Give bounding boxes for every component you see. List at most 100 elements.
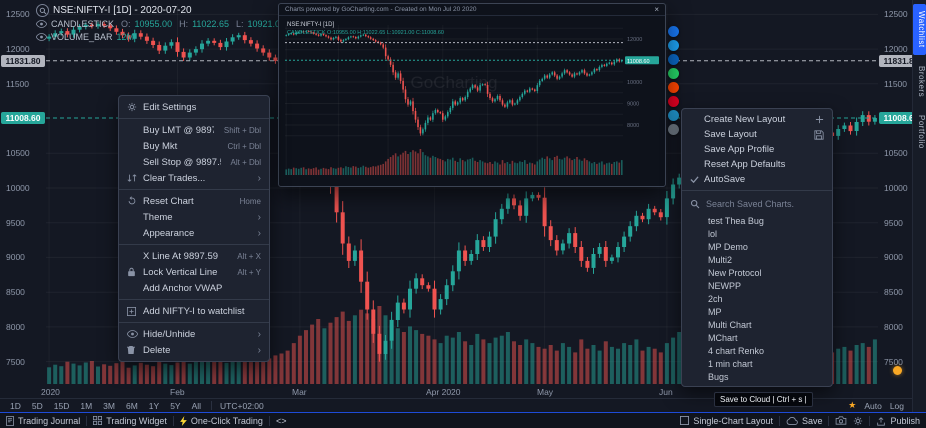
trading-journal-button[interactable]: Trading Journal xyxy=(6,416,80,426)
price-line-tag[interactable]: 11008.60 xyxy=(1,112,45,124)
saved-chart-item[interactable]: MChart xyxy=(708,332,738,343)
journal-icon xyxy=(6,415,14,426)
series-type-label[interactable]: CANDLESTICK xyxy=(51,18,115,29)
timeframe-1M-button[interactable]: 1M xyxy=(80,400,93,411)
inset-ohlc: CANDLESTICK O:10955.00 H:11022.65 L:1092… xyxy=(287,30,444,36)
divider xyxy=(778,415,780,426)
menu-item-label: X Line At 9897.59 xyxy=(143,250,219,262)
saved-chart-item[interactable]: lol xyxy=(708,228,718,239)
saved-chart-item[interactable]: MP Demo xyxy=(708,241,748,252)
symbol-search-icon[interactable] xyxy=(36,4,49,17)
menu-divider xyxy=(119,299,269,300)
context-menu-item[interactable]: Clear Trades... › xyxy=(119,170,269,186)
assistant-fab[interactable] xyxy=(893,366,902,375)
saved-chart-item[interactable]: test Thea Bug xyxy=(708,215,764,226)
layout-grid-icon xyxy=(680,416,690,425)
layout-menu-item[interactable]: Save App Profile xyxy=(682,142,832,157)
context-menu-item[interactable]: Reset Chart Home xyxy=(119,193,269,209)
timeframe-All-button[interactable]: All xyxy=(191,400,202,411)
inset-close-button[interactable]: × xyxy=(654,5,659,14)
menu-item-shortcut: Alt + Dbl xyxy=(230,157,261,167)
context-menu-item[interactable]: Lock Vertical Line Alt + Y xyxy=(119,264,269,280)
eye-icon[interactable] xyxy=(36,19,47,28)
saved-chart-item[interactable]: New Protocol xyxy=(708,267,762,278)
single-chart-layout-button[interactable]: Single-Chart Layout xyxy=(680,416,773,426)
share-linkedin-icon[interactable] xyxy=(668,54,679,65)
saved-chart-item[interactable]: 2ch xyxy=(708,293,723,304)
menu-item-label: Reset App Defaults xyxy=(704,159,786,170)
inset-chart: GoCharting1200011000100009000800011008.6… xyxy=(285,25,659,175)
volume-series-label[interactable]: VOLUME_BAR xyxy=(51,31,113,42)
price-tick: 12500 xyxy=(884,9,908,19)
menu-item-label: Save Layout xyxy=(704,129,757,140)
volume-value: 12M xyxy=(116,31,135,42)
saved-chart-item[interactable]: MP xyxy=(708,306,722,317)
svg-text:12000: 12000 xyxy=(627,37,642,43)
menu-item-label: Buy LMT @ 9897.59 xyxy=(143,124,214,136)
menu-item-label: Add NIFTY-I to watchlist xyxy=(143,305,245,317)
timeframe-1Y-button[interactable]: 1Y xyxy=(148,400,160,411)
share-pinterest-icon[interactable] xyxy=(668,96,679,107)
context-menu-item[interactable]: Buy Mkt Ctrl + Dbl xyxy=(119,138,269,154)
saved-chart-item[interactable]: Multi Chart xyxy=(708,319,752,330)
save-button[interactable]: Save xyxy=(786,416,822,426)
layout-menu-item[interactable]: Reset App Defaults xyxy=(682,157,832,172)
search-saved-charts-input[interactable]: Search Saved Charts. xyxy=(682,194,832,214)
submenu-arrow-icon: › xyxy=(257,227,261,239)
sidebar-tab-brokers[interactable]: Brokers xyxy=(917,65,926,97)
price-tick: 9500 xyxy=(6,218,25,228)
timeframe-5Y-button[interactable]: 5Y xyxy=(170,400,181,411)
saved-chart-item[interactable]: NEWPP xyxy=(708,280,742,291)
symbol-title[interactable]: NSE:NIFTY-I [1D] - 2020-07-20 xyxy=(53,5,192,16)
context-menu-item[interactable]: X Line At 9897.59 Alt + X xyxy=(119,248,269,264)
share-email-icon[interactable] xyxy=(668,124,679,135)
star-icon[interactable]: ★ xyxy=(848,400,857,410)
context-menu-item[interactable]: Add Anchor VWAP xyxy=(119,280,269,296)
saved-chart-item[interactable]: Bugs xyxy=(708,371,729,382)
volume-eye-icon[interactable] xyxy=(36,32,47,41)
submenu-arrow-icon: › xyxy=(257,328,261,340)
share-reddit-icon[interactable] xyxy=(668,82,679,93)
layout-menu-item[interactable]: AutoSave xyxy=(682,172,832,187)
sidebar-tab-watchlist[interactable]: Watchlist xyxy=(913,4,926,55)
sidebar-tab-portfolio[interactable]: Portfolio xyxy=(917,114,926,149)
saved-chart-item[interactable]: Multi2 xyxy=(708,254,733,265)
context-menu-item[interactable]: Edit Settings xyxy=(119,99,269,115)
camera-icon[interactable] xyxy=(835,416,847,425)
code-button[interactable]: <> xyxy=(276,416,287,426)
layout-menu-item[interactable]: Create New Layout xyxy=(682,112,832,127)
publish-button[interactable]: Publish xyxy=(876,416,920,426)
timeframe-6M-button[interactable]: 6M xyxy=(125,400,138,411)
settings-gear-icon[interactable] xyxy=(853,416,863,426)
reset-icon xyxy=(127,196,143,206)
timeframe-5D-button[interactable]: 5D xyxy=(31,400,43,411)
saved-chart-item[interactable]: 4 chart Renko xyxy=(708,345,765,356)
share-facebook-icon[interactable] xyxy=(668,26,679,37)
menu-divider xyxy=(119,322,269,323)
open-label: O: xyxy=(121,18,131,29)
timezone-label[interactable]: UTC+02:00 xyxy=(220,400,264,411)
context-menu-item[interactable]: Hide/Unhide › xyxy=(119,326,269,342)
saved-chart-item[interactable]: 1 min chart xyxy=(708,358,753,369)
auto-scale-toggle[interactable]: Auto xyxy=(864,400,882,411)
log-scale-toggle[interactable]: Log xyxy=(889,400,904,411)
layout-menu: Create New Layout Save Layout Save App P… xyxy=(681,108,833,387)
layout-menu-item[interactable]: Save Layout xyxy=(682,127,832,142)
price-line-tag[interactable]: 11831.80 xyxy=(1,55,45,67)
context-menu-item[interactable]: Sell Stop @ 9897.59 Alt + Dbl xyxy=(119,154,269,170)
context-menu-item[interactable]: Appearance › xyxy=(119,225,269,241)
context-menu-item[interactable]: Add NIFTY-I to watchlist xyxy=(119,303,269,319)
menu-item-label: Edit Settings xyxy=(143,101,197,113)
one-click-trading-button[interactable]: One-Click Trading xyxy=(180,415,263,426)
timeframe-1D-button[interactable]: 1D xyxy=(10,400,21,411)
timeframe-15D-button[interactable]: 15D xyxy=(53,400,70,411)
trading-widget-button[interactable]: Trading Widget xyxy=(93,416,167,426)
share-icons xyxy=(668,26,679,135)
context-menu-item[interactable]: Buy LMT @ 9897.59 Shift + Dbl xyxy=(119,122,269,138)
context-menu-item[interactable]: Delete › xyxy=(119,342,269,358)
timeframe-3M-button[interactable]: 3M xyxy=(103,400,115,411)
share-telegram-icon[interactable] xyxy=(668,110,679,121)
share-twitter-icon[interactable] xyxy=(668,40,679,51)
share-whatsapp-icon[interactable] xyxy=(668,68,679,79)
context-menu-item[interactable]: Theme › xyxy=(119,209,269,225)
